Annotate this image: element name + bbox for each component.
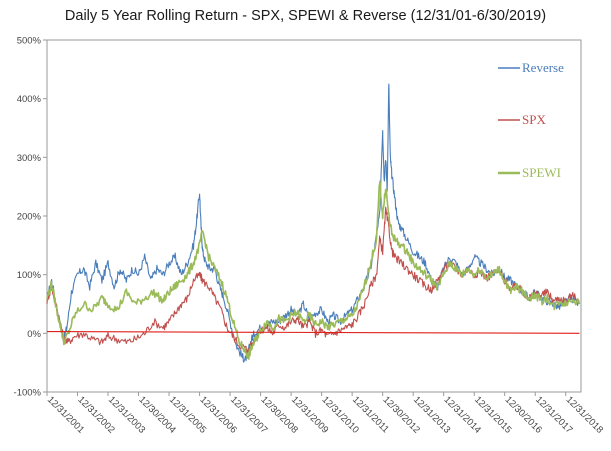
y-tick-label: 500% bbox=[17, 36, 42, 47]
y-axis: 500% 400% 300% 200% 100% 0% -100% bbox=[14, 36, 47, 399]
y-tick-label: 100% bbox=[17, 270, 42, 281]
x-axis: 12/31/200112/31/200212/31/200312/30/2004… bbox=[45, 392, 605, 436]
y-tick-label: -100% bbox=[14, 388, 42, 399]
legend-label-spx: SPX bbox=[522, 112, 546, 127]
plot-area bbox=[46, 39, 582, 393]
legend-label-reverse: Reverse bbox=[522, 60, 564, 75]
y-tick-label: 400% bbox=[17, 94, 42, 105]
chart-title: Daily 5 Year Rolling Return - SPX, SPEWI… bbox=[64, 8, 547, 24]
y-tick-label: 200% bbox=[17, 212, 42, 223]
series-line-spx bbox=[46, 206, 580, 355]
y-tick-label: 300% bbox=[17, 153, 42, 164]
y-tick-label: 0% bbox=[27, 329, 41, 340]
series-line-spewi bbox=[46, 180, 581, 360]
series-line-baseline bbox=[46, 331, 580, 334]
series-group bbox=[46, 83, 581, 363]
legend-label-spewi: SPEWI bbox=[522, 165, 561, 180]
legend: Reverse SPX SPEWI bbox=[498, 60, 564, 180]
